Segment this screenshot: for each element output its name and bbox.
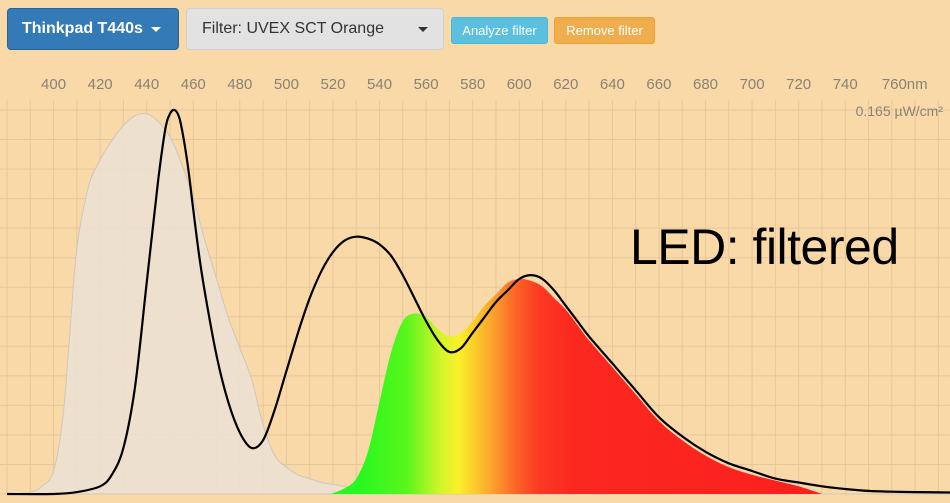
x-tick-label: 440: [134, 76, 159, 93]
toolbar: Thinkpad T440s Filter: UVEX SCT Orange A…: [0, 0, 950, 60]
x-tick-label: 540: [367, 76, 392, 93]
filter-dropdown-button[interactable]: Filter: UVEX SCT Orange: [186, 8, 444, 50]
x-tick-label: 740: [833, 76, 858, 93]
x-tick-label: 640: [600, 76, 625, 93]
x-tick-label: 620: [553, 76, 578, 93]
x-tick-label: 460: [181, 76, 206, 93]
caret-down-icon: [418, 26, 428, 32]
x-tick-label: 480: [227, 76, 252, 93]
x-tick-label: 600: [507, 76, 532, 93]
y-max-label: 0.165 µW/cm²: [856, 103, 944, 119]
x-tick-label: 760nm: [882, 76, 928, 93]
filter-dropdown-label: Filter: UVEX SCT Orange: [202, 20, 384, 37]
x-tick-label: 520: [320, 76, 345, 93]
remove-filter-button[interactable]: Remove filter: [554, 17, 655, 44]
measured-spectrum-line: [6, 108, 950, 496]
x-tick-label: 680: [693, 76, 718, 93]
filtered-spectrum-area: [330, 278, 822, 494]
x-tick-label: 560: [414, 76, 439, 93]
x-tick-label: 720: [786, 76, 811, 93]
device-dropdown-button[interactable]: Thinkpad T440s: [7, 8, 179, 50]
caret-down-icon: [150, 26, 161, 32]
analyze-filter-button[interactable]: Analyze filter: [451, 17, 548, 44]
x-tick-label: 400: [41, 76, 66, 93]
x-tick-label: 580: [460, 76, 485, 93]
x-axis-tick-labels: 400 420 440 460 480 500 520 540 560 580 600 620 640 6…: [41, 76, 928, 93]
x-tick-label: 420: [88, 76, 113, 93]
overlay-caption: LED: filtered: [630, 219, 899, 275]
x-tick-label: 500: [274, 76, 299, 93]
device-dropdown-label: Thinkpad T440s: [22, 20, 143, 37]
x-tick-label: 700: [740, 76, 765, 93]
x-tick-label: 660: [646, 76, 671, 93]
